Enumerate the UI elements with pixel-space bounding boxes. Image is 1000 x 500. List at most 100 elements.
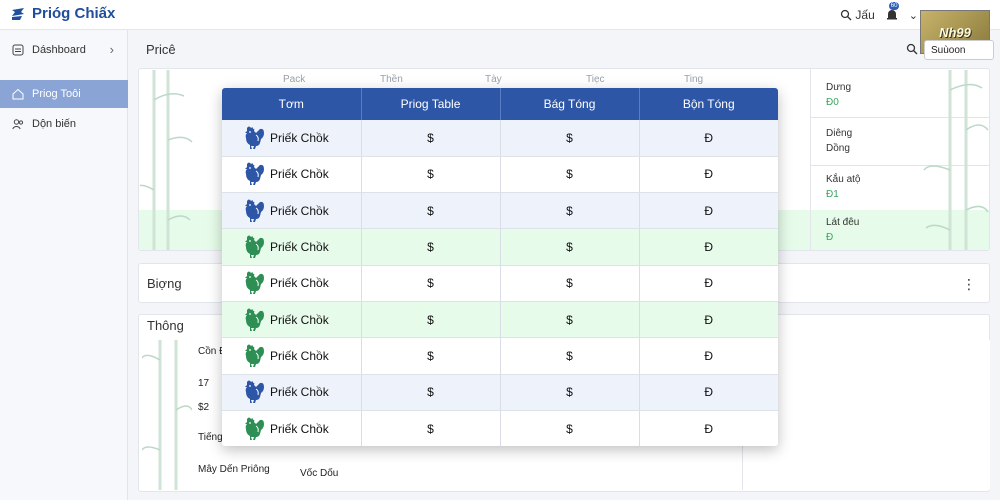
sidebar-item-priog[interactable]: Priog Toôi [0, 80, 128, 108]
table-cell: Đ [639, 120, 778, 157]
right-panel-value: Đ1 [826, 189, 839, 200]
search-icon[interactable] [906, 43, 918, 55]
table-cell: $ [361, 192, 501, 230]
right-panel-label: Diêng [826, 128, 853, 139]
search-button[interactable]: Suùoon [924, 40, 994, 60]
table-cell: $ [500, 301, 640, 339]
home-icon [12, 88, 24, 100]
sidebar-item-dashboard[interactable]: Dáshboard › [0, 36, 128, 64]
table-cell: Đ [639, 156, 778, 194]
rooster-icon [245, 162, 264, 186]
top-search-button[interactable]: Jấu [840, 8, 875, 22]
table-cell: $ [361, 120, 501, 157]
right-panel-item: Lát đêu Đ [826, 217, 859, 243]
right-panel-label: Dưng [826, 82, 852, 93]
table-header-cell[interactable]: Bág Tóng [500, 88, 640, 120]
sidebar: Dáshboard › Priog Toôi Dộn biến [0, 30, 128, 500]
thong-17-value: 17 [198, 378, 210, 389]
table-cell: Đ [639, 337, 778, 375]
thong-section-title: Thông [147, 318, 184, 333]
table-header-row: Tơm Priog Table Bág Tóng Bộn Tóng [222, 88, 778, 120]
sidebar-item-label: Dáshboard [32, 44, 86, 56]
table-row[interactable]: Priếk Chồk $ $ Đ [222, 410, 778, 446]
right-panel-label: Kắu atộ [826, 174, 861, 185]
rooster-icon [245, 380, 264, 404]
sidebar-item-label: Priog Toôi [32, 88, 81, 100]
chevron-down-icon[interactable]: ⌄ [908, 9, 918, 22]
table-row[interactable]: Priếk Chồk $ $ Đ [222, 301, 778, 339]
row-name: Priếk Chồk [270, 348, 329, 363]
price-table-popup: Tơm Priog Table Bág Tóng Bộn Tóng Priếk … [222, 88, 778, 446]
table-cell: $ [361, 301, 501, 339]
table-cell: Đ [639, 374, 778, 411]
dashboard-icon [12, 44, 24, 56]
bell-icon [886, 10, 897, 20]
right-panel-label: Lát đêu [826, 217, 860, 228]
row-name: Priếk Chồk [270, 385, 329, 400]
app-brand[interactable]: Prióg Chiấx [10, 5, 115, 22]
table-row[interactable]: Priếk Chồk $ $ Đ [222, 120, 778, 157]
table-row[interactable]: Priếk Chồk $ $ Đ [222, 192, 778, 230]
row-name: Priếk Chồk [270, 421, 329, 436]
notification-bell[interactable]: 60 [885, 2, 900, 22]
row-name: Priếk Chồk [270, 203, 329, 218]
sidebar-item-users[interactable]: Dộn biến [0, 110, 128, 138]
table-cell: $ [500, 156, 640, 194]
users-icon [12, 119, 24, 130]
column-header: Thền [380, 74, 403, 85]
table-cell: $ [500, 337, 640, 375]
right-panel-value: Đ [826, 232, 834, 243]
top-bar: Prióg Chiấx Jấu 60 ⌄ [0, 0, 1000, 30]
bigng-section-title: Biợng [147, 276, 182, 291]
thong-con-label: Cồn Đ [198, 346, 227, 357]
column-header: Ting [684, 74, 704, 85]
table-row[interactable]: Priếk Chồk $ $ Đ [222, 337, 778, 375]
table-cell: $ [500, 410, 640, 446]
top-search-label: Jấu [855, 8, 875, 22]
notification-badge: 60 [888, 2, 900, 10]
table-cell: Đ [639, 265, 778, 302]
table-row[interactable]: Priếk Chồk $ $ Đ [222, 374, 778, 411]
rooster-icon [245, 417, 264, 440]
table-cell: Đ [639, 228, 778, 266]
column-header: Pack [283, 74, 306, 85]
right-panel-item: Kắu atộ Đ1 [826, 174, 860, 200]
column-header: Tày [485, 74, 502, 85]
rooster-icon [245, 308, 264, 331]
search-button-label: Suùoon [931, 45, 966, 56]
table-cell-name: Priếk Chồk [222, 120, 362, 157]
table-cell: Đ [639, 192, 778, 230]
table-cell: $ [500, 265, 640, 302]
table-header-cell[interactable]: Tơm [222, 88, 362, 120]
right-panel-value: Đ0 [826, 97, 839, 108]
search-icon [841, 9, 852, 21]
price-section-title: Pricê [146, 42, 176, 57]
table-cell-name: Priếk Chồk [222, 192, 362, 230]
table-cell-name: Priếk Chồk [222, 228, 362, 266]
right-panel-value: Dồng [826, 143, 850, 154]
table-cell: $ [500, 120, 640, 157]
table-cell-name: Priếk Chồk [222, 337, 362, 375]
brand-logo-icon [12, 7, 24, 20]
sidebar-item-label: Dộn biến [32, 118, 77, 130]
right-panel-item: Diêng Dồng [826, 128, 852, 154]
app-title: Prióg Chiấx [32, 5, 116, 22]
table-row[interactable]: Priếk Chồk $ $ Đ [222, 228, 778, 266]
thong-may-label: Mây Dến Priông [198, 464, 270, 475]
row-name: Priếk Chồk [270, 240, 329, 255]
table-header-cell[interactable]: Priog Table [361, 88, 501, 120]
rooster-icon [245, 126, 264, 149]
table-header-cell[interactable]: Bộn Tóng [639, 88, 778, 120]
more-options-icon[interactable]: ⋮ [962, 276, 976, 292]
thong-2-value: $2 [198, 402, 210, 413]
table-cell-name: Priếk Chồk [222, 374, 362, 411]
table-cell: $ [500, 192, 640, 230]
rooster-icon [245, 199, 264, 222]
right-panel-item: Dưng Đ0 [826, 82, 851, 108]
chevron-right-icon: › [109, 42, 114, 57]
table-cell-name: Priếk Chồk [222, 410, 362, 446]
table-cell: $ [500, 374, 640, 411]
table-row[interactable]: Priếk Chồk $ $ Đ [222, 265, 778, 302]
row-name: Priếk Chồk [270, 312, 329, 327]
table-row[interactable]: Priếk Chồk $ $ Đ [222, 156, 778, 194]
